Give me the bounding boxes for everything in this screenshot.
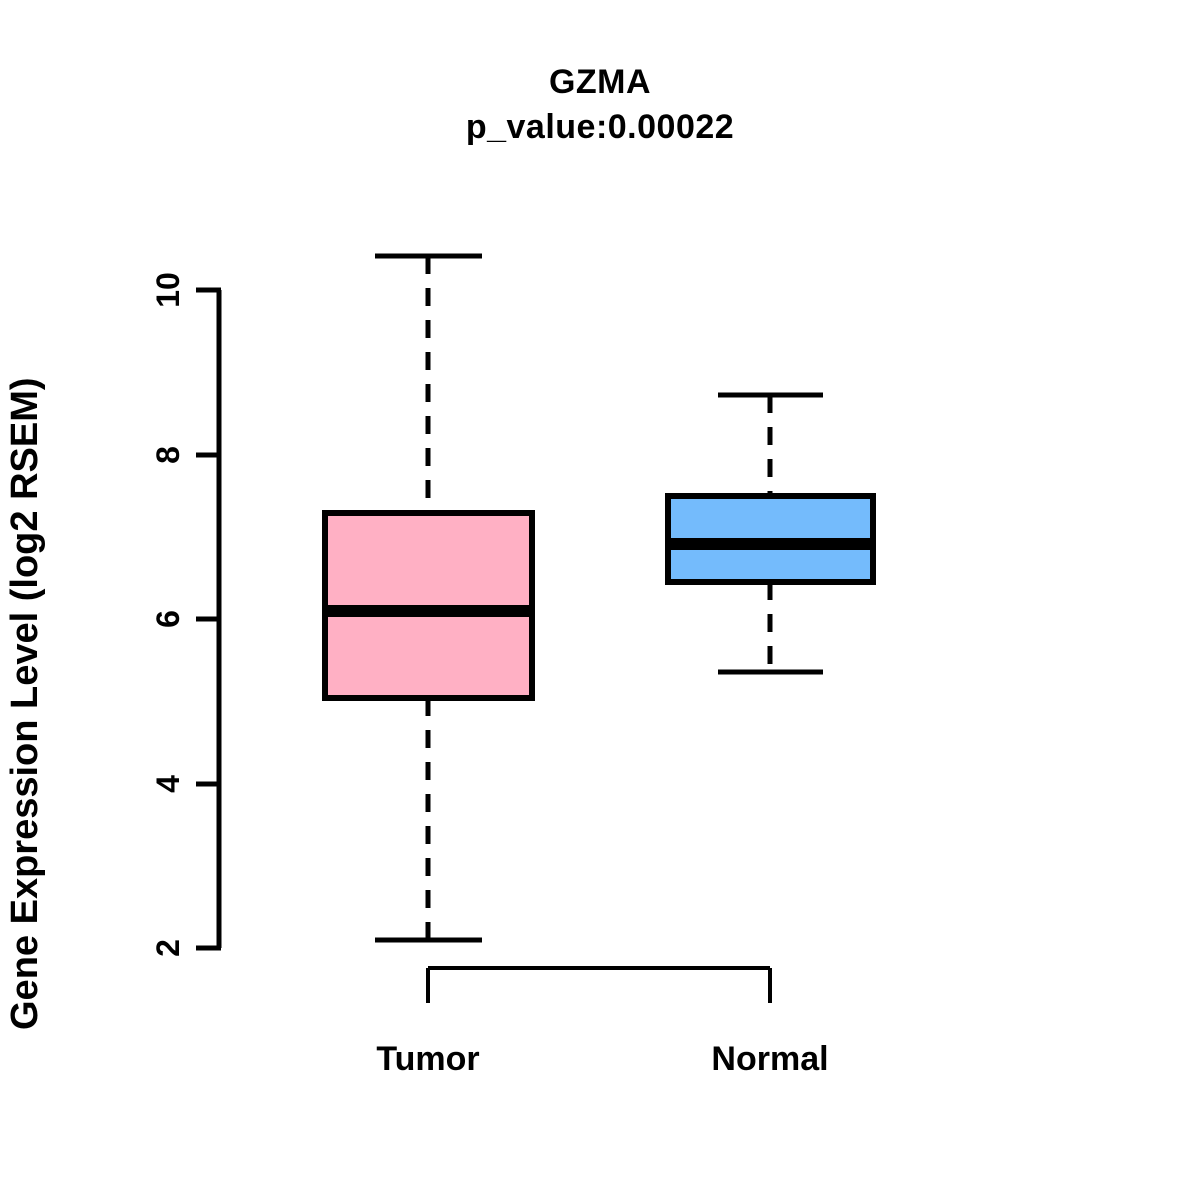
box-normal[interactable]	[665, 392, 876, 675]
y-axis: 10 8 6 4 2	[150, 272, 222, 957]
y-tick-label-10: 10	[150, 272, 186, 308]
x-tick-label-tumor: Tumor	[376, 1040, 479, 1078]
y-tick-label-6: 6	[150, 610, 186, 628]
y-tick-label-4: 4	[150, 775, 186, 793]
y-tick-label-8: 8	[150, 446, 186, 464]
x-tick-label-normal: Normal	[711, 1040, 828, 1078]
box-tumor[interactable]	[322, 253, 535, 943]
x-axis: Tumor Normal	[376, 966, 829, 1078]
y-tick-label-2: 2	[150, 939, 186, 957]
